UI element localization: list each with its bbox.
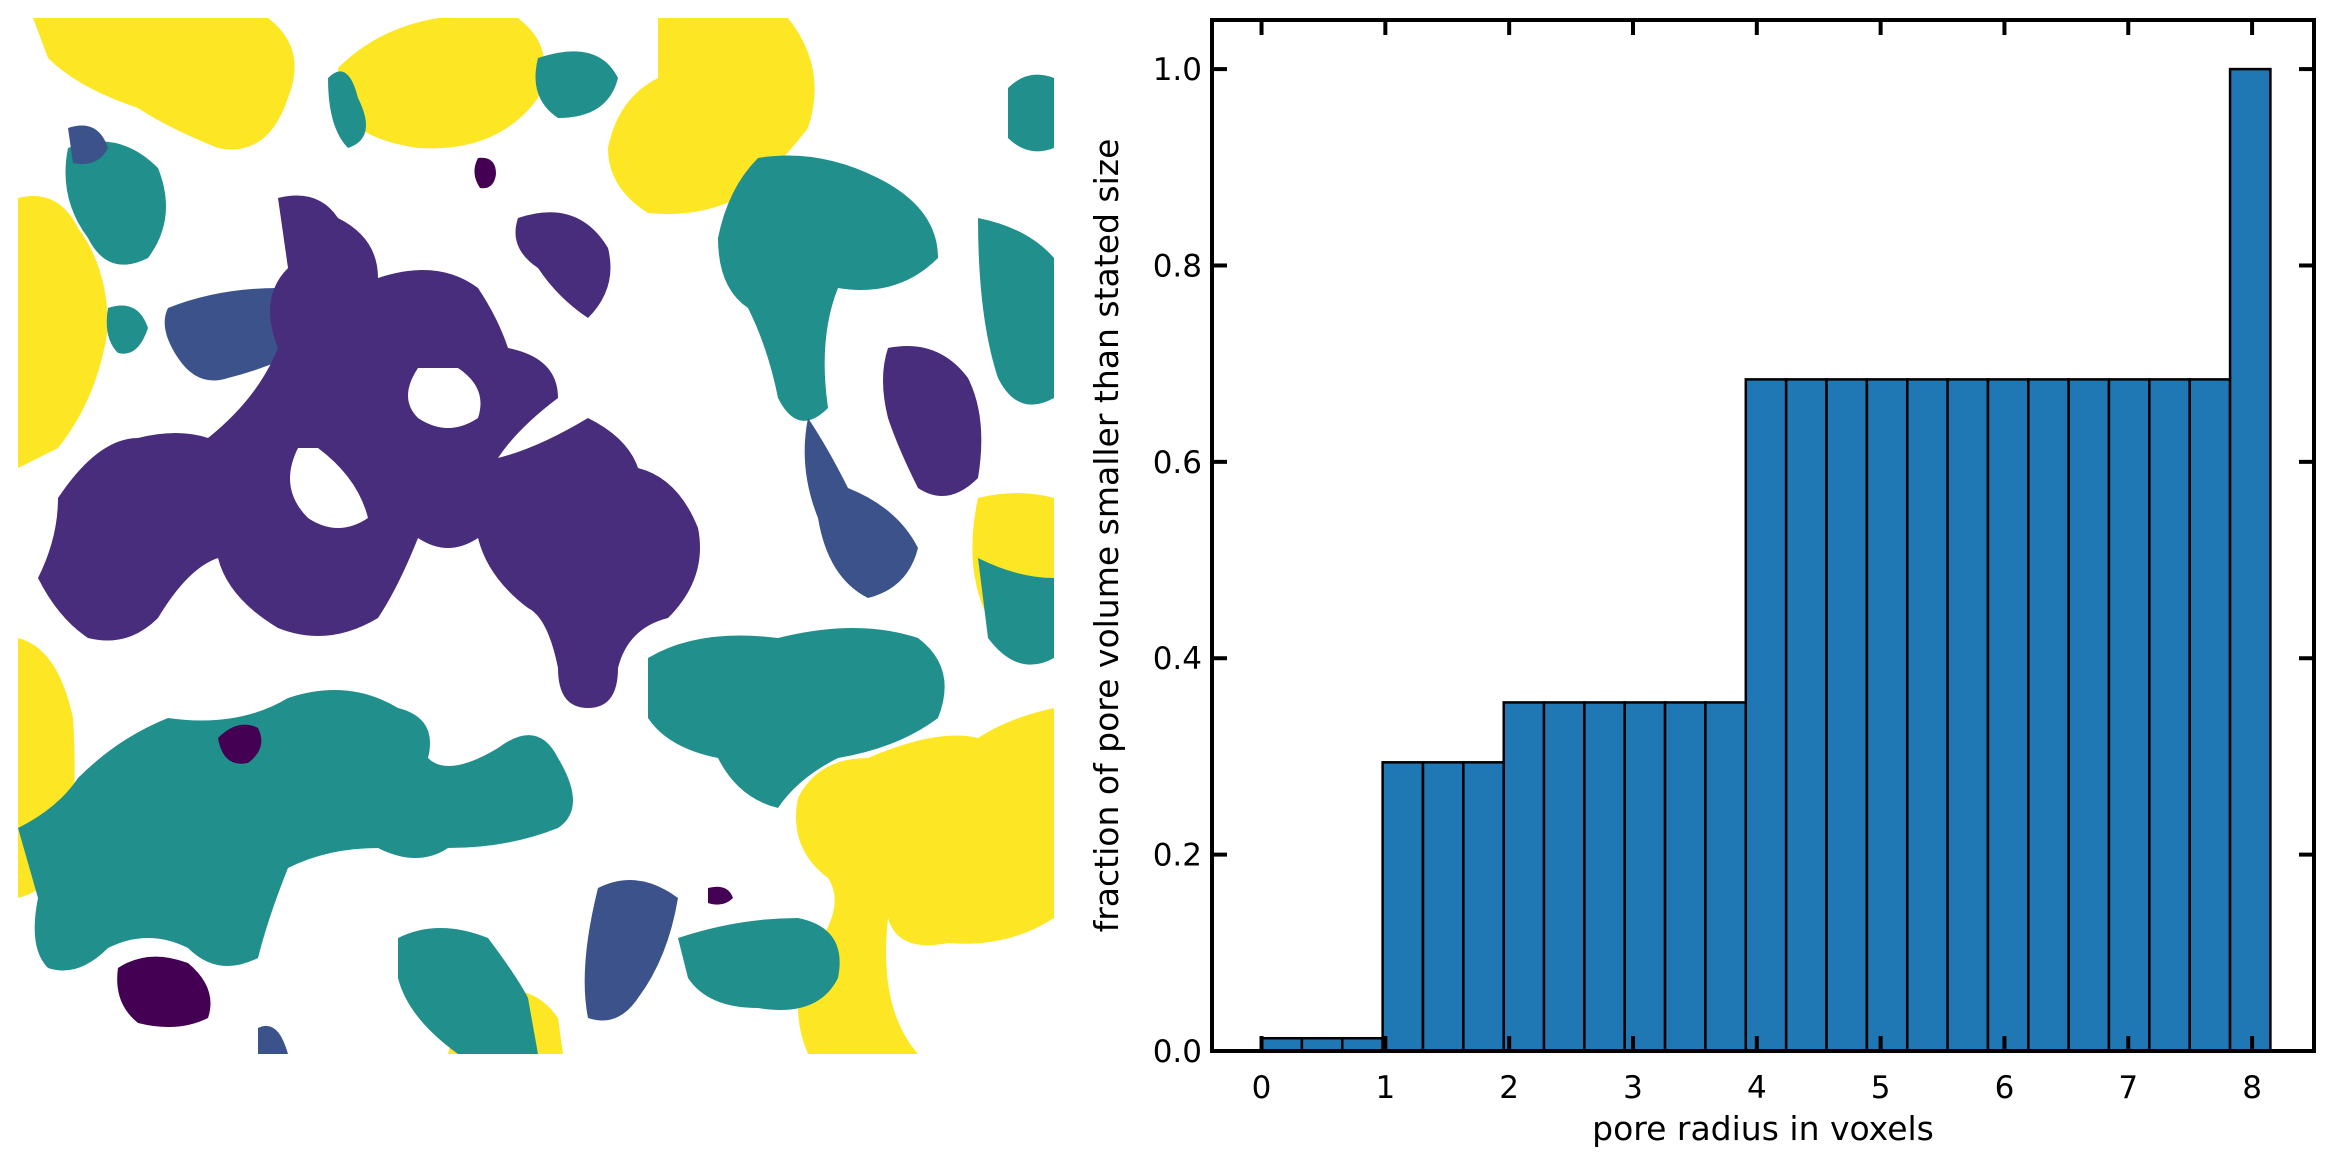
bar [1421, 761, 1465, 1053]
small-pores-purple [38, 195, 982, 708]
bar [2148, 378, 2191, 1053]
y-tick-label: 1.0 [1153, 52, 1202, 88]
x-ticks-group: 0 1 2 3 4 5 6 7 8 [1252, 20, 2262, 1106]
bars-group [1260, 67, 2272, 1053]
y-tick-label: 0.4 [1153, 641, 1202, 677]
bar [2228, 67, 2272, 1053]
x-tick-label: 8 [2242, 1070, 2262, 1106]
y-axis-label: fraction of pore volume smaller than sta… [1087, 139, 1126, 933]
bar [1502, 701, 1546, 1053]
x-tick-label: 6 [1995, 1070, 2015, 1106]
y-tick-label: 0.8 [1153, 248, 1202, 284]
x-tick-label: 7 [2118, 1070, 2138, 1106]
smallest-pores-dark-purple [117, 157, 733, 1027]
pore-size-map-image [18, 18, 1054, 1054]
bar [1784, 378, 1828, 1053]
bar [1623, 701, 1667, 1053]
x-tick-label: 1 [1375, 1070, 1395, 1106]
bar [2027, 378, 2070, 1053]
x-tick-label: 0 [1252, 1070, 1272, 1106]
y-tick-label: 0.0 [1153, 1034, 1202, 1070]
y-tick-label: 0.2 [1153, 838, 1202, 874]
medium-pores-teal [18, 51, 1054, 1054]
plot-frame [1210, 18, 2316, 1053]
x-tick-label: 2 [1499, 1070, 1519, 1106]
x-tick-label: 4 [1747, 1070, 1767, 1106]
y-ticks-group: 0.0 0.2 0.4 0.6 0.8 1.0 [1153, 52, 2314, 1070]
bar [1462, 761, 1505, 1053]
x-axis-label: pore radius in voxels [1592, 1109, 1934, 1148]
x-tick-label: 3 [1623, 1070, 1643, 1106]
bar [1865, 378, 1909, 1053]
bar [2067, 378, 2111, 1053]
bar [1825, 378, 1869, 1053]
bar [2107, 378, 2151, 1053]
bar [1542, 701, 1586, 1053]
x-tick-label: 5 [1871, 1070, 1891, 1106]
bar [1986, 378, 2030, 1053]
bar [1663, 701, 1707, 1053]
bar [1704, 701, 1748, 1053]
bar [2188, 378, 2232, 1053]
bar [1381, 761, 1425, 1053]
bar [1946, 378, 1990, 1053]
y-tick-label: 0.6 [1153, 445, 1202, 481]
bar [1906, 378, 1949, 1053]
pore-size-map [18, 18, 1054, 1054]
bar [1744, 378, 1788, 1053]
bar [1583, 701, 1626, 1053]
